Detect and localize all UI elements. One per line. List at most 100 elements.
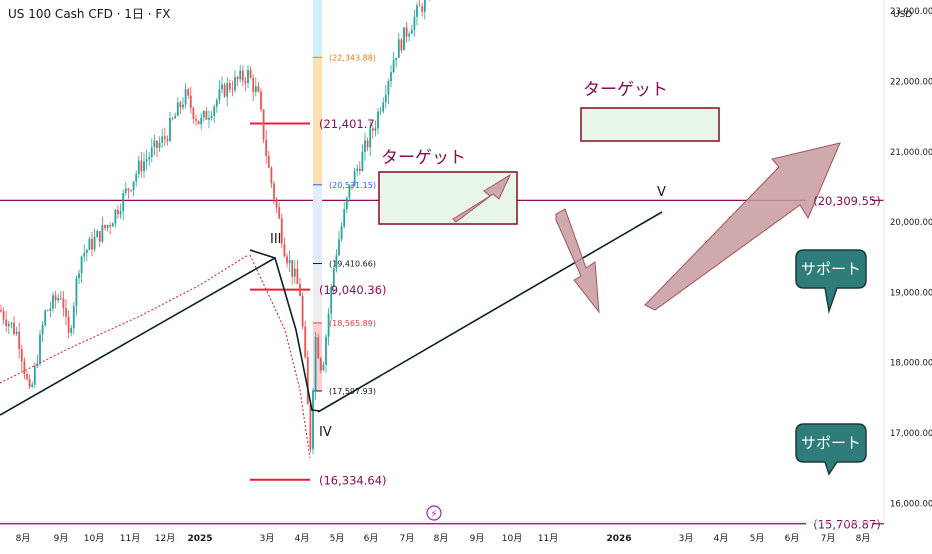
candle-body [273, 183, 275, 200]
candle-body [137, 160, 140, 175]
candle-body [228, 83, 231, 90]
y-tick-label: 19,000.00 [890, 288, 932, 298]
candle-body [78, 273, 80, 279]
target-arrow[interactable] [452, 173, 512, 223]
candle-body [65, 308, 67, 317]
candle-body [330, 286, 333, 314]
candle-body [208, 117, 210, 120]
candle-body [351, 185, 353, 186]
candle-body [18, 331, 21, 350]
candle-body [223, 84, 226, 97]
candle-body [46, 310, 49, 312]
trend-line[interactable] [0, 257, 276, 416]
candle-body [382, 102, 385, 112]
candle-body [205, 111, 208, 120]
candle-body [265, 139, 268, 157]
support-callout[interactable] [795, 423, 867, 476]
wave-v-line[interactable] [317, 211, 663, 413]
candle-body [236, 77, 239, 80]
candle-body [85, 249, 88, 254]
candle-body [111, 223, 114, 227]
dotted-trendline[interactable] [0, 254, 249, 384]
candle-body [75, 278, 78, 307]
fib-label: (22,343.88) [329, 53, 376, 62]
candle-body [72, 306, 75, 328]
target-zone[interactable] [378, 171, 518, 225]
candle-body [254, 86, 257, 92]
candle-body [96, 231, 99, 238]
candle-body [395, 57, 398, 61]
candle-body [210, 115, 213, 118]
target-label: ターゲット [583, 80, 668, 100]
candle-body [234, 77, 236, 91]
candle-body [338, 239, 340, 256]
support-callout[interactable] [795, 249, 867, 314]
candle-body [184, 89, 187, 105]
x-tick-label: 9月 [54, 533, 69, 544]
price-axis[interactable] [884, 0, 932, 522]
candle-body [132, 181, 135, 191]
candle-body [59, 298, 62, 299]
candle-body [257, 86, 260, 92]
up-arrow[interactable] [644, 142, 841, 311]
candle-body [179, 102, 182, 108]
dotted-trendline[interactable] [249, 254, 311, 459]
candle-body [145, 159, 148, 162]
candle-body [5, 319, 8, 327]
target-zone[interactable] [580, 107, 720, 142]
x-tick-label: 7月 [821, 533, 836, 544]
candle-body [332, 268, 335, 287]
y-tick-label: 22,000.00 [890, 78, 932, 88]
candle-body [358, 168, 361, 171]
candle-body [119, 211, 122, 215]
wave-label-iii: III [270, 232, 282, 247]
candle-body [104, 224, 106, 229]
candle-body [20, 349, 23, 362]
x-tick-label: 3月 [679, 533, 694, 544]
candle-body [109, 225, 112, 227]
x-tick-label: 8月 [16, 533, 31, 544]
candle-body [392, 60, 395, 73]
x-tick-label: 10月 [502, 533, 522, 544]
wave-line[interactable] [249, 249, 321, 412]
candle-body [317, 336, 320, 359]
candle-body [124, 188, 127, 193]
candle-body [187, 89, 190, 96]
candle-body [57, 298, 60, 301]
candle-body [67, 316, 70, 333]
candle-body [231, 89, 234, 91]
candle-body [127, 188, 130, 191]
candle-body [7, 323, 10, 327]
candle-body [39, 334, 41, 364]
x-tick-label: 5月 [330, 533, 345, 544]
x-tick-label: 11月 [120, 533, 140, 544]
candle-body [49, 308, 52, 311]
candle-body [275, 199, 278, 208]
candle-body [161, 136, 164, 143]
x-tick-label: 9月 [470, 533, 485, 544]
event-marker[interactable] [426, 505, 442, 521]
candle-body [387, 81, 390, 95]
candle-body [0, 309, 2, 312]
x-tick-label: 11月 [538, 533, 558, 544]
candle-body [418, 5, 421, 7]
fib-band [313, 184, 322, 264]
lightning-icon: ⚡ [430, 509, 437, 520]
candle-body [325, 336, 327, 365]
down-arrow[interactable] [555, 208, 600, 314]
candle-body [221, 84, 223, 90]
candle-body [33, 365, 36, 385]
candle-body [397, 39, 400, 58]
candle-body [28, 378, 31, 387]
x-tick-label: 7月 [400, 533, 415, 544]
candle-body [98, 231, 101, 242]
currency-label[interactable]: USD [893, 10, 912, 20]
x-tick-label: 8月 [856, 533, 871, 544]
candle-body [374, 128, 377, 131]
candle-body [304, 326, 307, 358]
level-label: (19,040.36) [319, 283, 387, 297]
x-tick-label: 5月 [750, 533, 765, 544]
fib-label: (19,410.66) [329, 260, 376, 269]
candle-body [366, 140, 369, 148]
